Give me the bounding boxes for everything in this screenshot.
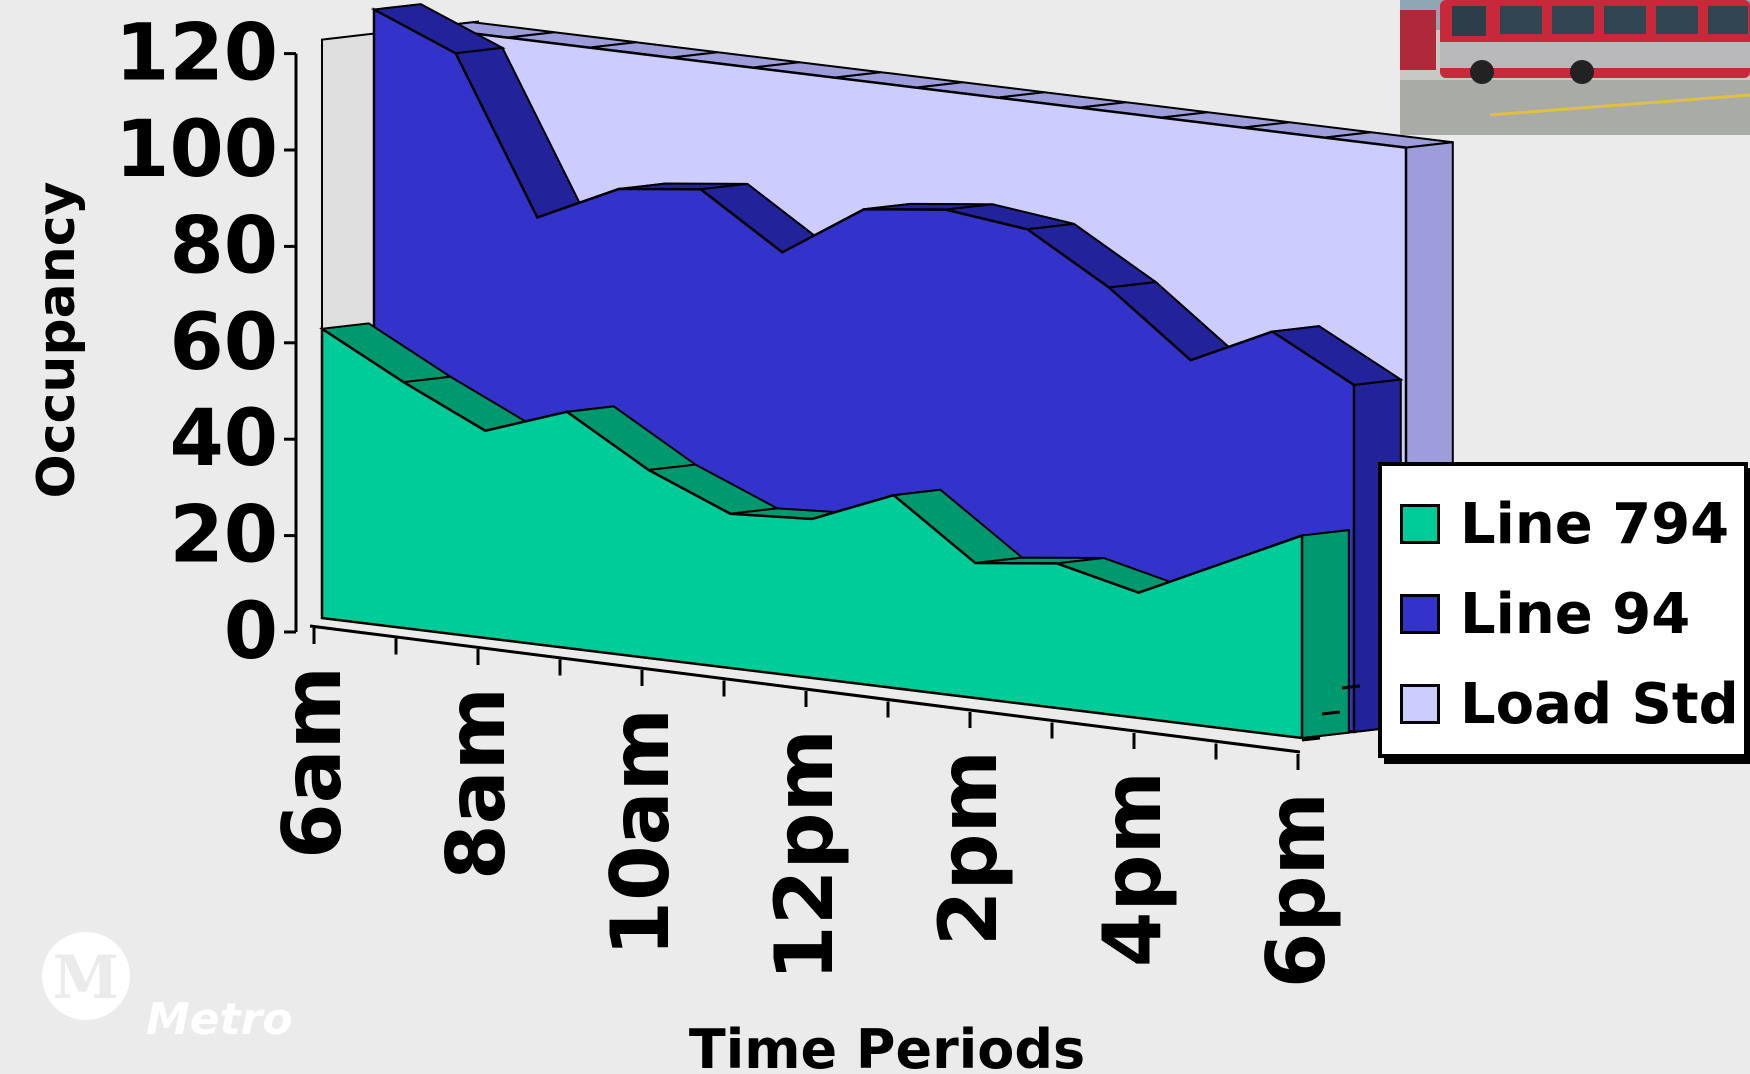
legend-swatch-load-std [1400, 684, 1440, 724]
y-tick-label-20: 20 [169, 491, 278, 581]
legend-swatch-line-794 [1400, 504, 1440, 544]
legend-item-line-794: Line 794 [1400, 484, 1729, 564]
x-axis-line [309, 624, 1301, 754]
metro-logo-text: Metro [146, 994, 293, 1045]
y-tick-label-0: 0 [224, 587, 278, 677]
z-tick-0 [1301, 736, 1321, 742]
z-tick-2 [1341, 684, 1361, 690]
y-tick-label-40: 40 [169, 394, 278, 484]
metro-logo: M Metro [38, 930, 298, 1050]
legend-item-load-std: Load Std [1400, 664, 1739, 744]
series-area-line-794 [320, 326, 1304, 740]
y-tick-label-80: 80 [169, 201, 278, 291]
x-tick-label-2pm: 2pm [922, 750, 1015, 946]
y-tick-label-60: 60 [169, 298, 278, 388]
x-tick-label-10am: 10am [594, 708, 687, 957]
legend-label-line-794: Line 794 [1460, 491, 1730, 557]
y-tick-label-100: 100 [115, 105, 278, 195]
metro-m-logo-icon: M [42, 932, 130, 1020]
z-tick-1 [1321, 710, 1341, 716]
y-tick-label-120: 120 [115, 9, 278, 99]
bus-photo [1400, 0, 1750, 135]
legend-swatch-line-94 [1400, 594, 1440, 634]
bus-photo-icon [1400, 0, 1750, 135]
series-layer [319, 3, 1454, 740]
x-tick-label-6am: 6am [266, 666, 359, 859]
series-0-side [1301, 529, 1350, 740]
svg-text:M: M [53, 943, 119, 1013]
y-axis-title: Occupancy [27, 182, 87, 499]
x-tick-label-6pm: 6pm [1250, 792, 1343, 988]
x-axis-title: Time Periods [689, 1018, 1085, 1074]
chart-legend: Line 794 Line 94 Load Std [1378, 462, 1748, 758]
legend-item-line-94: Line 94 [1400, 574, 1690, 654]
x-tick-label-12pm: 12pm [758, 729, 851, 981]
legend-label-load-std: Load Std [1460, 671, 1739, 737]
x-tick-label-8am: 8am [430, 687, 523, 880]
x-tick-label-4pm: 4pm [1086, 771, 1179, 967]
legend-label-line-94: Line 94 [1460, 581, 1691, 647]
